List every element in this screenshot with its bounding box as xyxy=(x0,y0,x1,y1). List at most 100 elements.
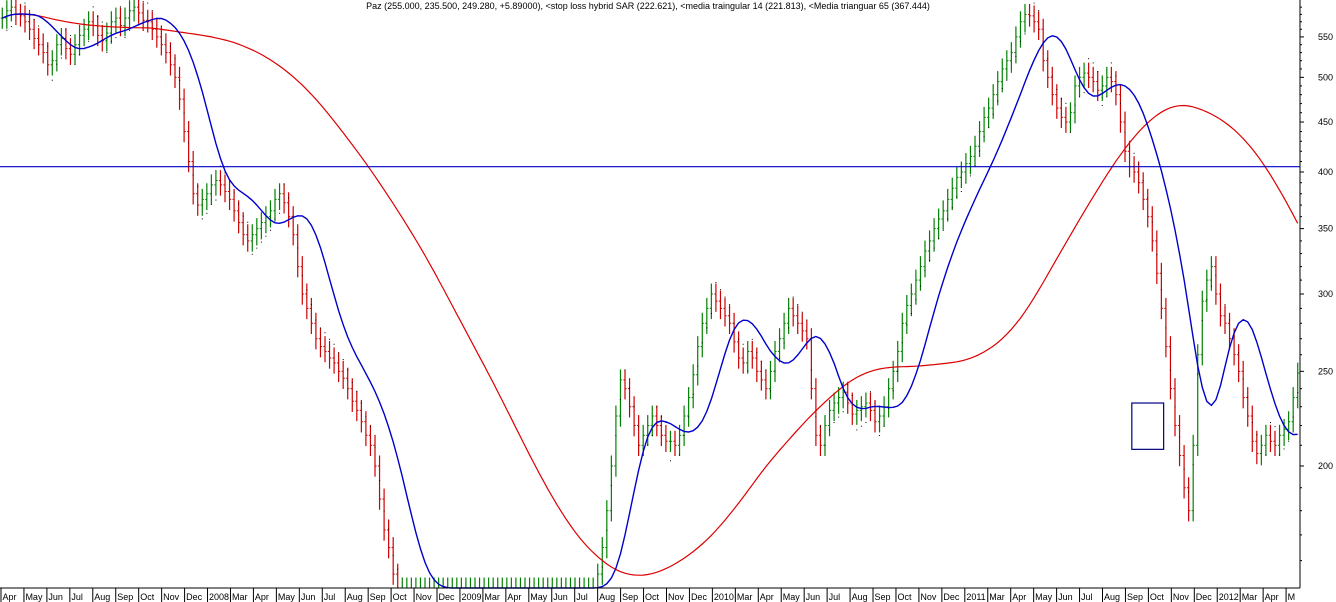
sar-dot xyxy=(356,391,358,393)
sar-dot xyxy=(788,327,790,329)
ohlc-bar xyxy=(309,297,313,335)
x-tick-label: Nov xyxy=(668,592,685,602)
ohlc-bar xyxy=(918,256,923,291)
sar-dot xyxy=(360,402,362,404)
x-tick-label: Jul xyxy=(71,592,83,602)
sar-dot xyxy=(1238,352,1240,354)
ohlc-bar xyxy=(314,312,318,350)
ohlc-bar xyxy=(1009,42,1013,72)
sar-dot xyxy=(256,247,258,249)
ohlc-bar xyxy=(964,153,968,183)
sar-dot xyxy=(324,332,326,334)
ohlc-bar xyxy=(82,18,86,47)
sar-dot xyxy=(683,435,685,437)
sar-dot xyxy=(1006,79,1008,81)
sar-dot xyxy=(829,429,831,431)
x-tick-label: Dec xyxy=(691,592,708,602)
sar-dot xyxy=(1265,454,1267,456)
sar-dot xyxy=(815,416,817,418)
sar-dot xyxy=(988,127,990,129)
sar-dot xyxy=(842,411,844,413)
sar-dot xyxy=(615,435,617,437)
ohlc-bar xyxy=(209,174,213,205)
sar-dot xyxy=(1051,75,1053,77)
ohlc-bar xyxy=(159,26,163,56)
x-tick-label: Jul xyxy=(1081,592,1093,602)
ohlc-bar xyxy=(923,240,927,278)
sar-dot xyxy=(897,370,899,372)
sar-dot xyxy=(110,40,112,42)
sar-dot xyxy=(679,454,681,456)
x-tick-label: 2012 xyxy=(1219,592,1239,602)
sar-dot xyxy=(1279,454,1281,456)
sar-dot xyxy=(106,52,108,54)
x-tick-label: Oct xyxy=(1150,592,1165,602)
ohlc-bar xyxy=(23,5,27,33)
ohlc-bar xyxy=(177,66,182,110)
sar-dot xyxy=(342,359,344,361)
sar-dot xyxy=(929,259,931,261)
ohlc-bar xyxy=(741,347,745,374)
sar-dot xyxy=(1074,104,1076,106)
sar-dot xyxy=(769,390,771,392)
x-tick-label: Jun xyxy=(301,592,316,602)
sar-dot xyxy=(388,528,390,530)
sar-dot xyxy=(638,426,640,428)
sar-dot xyxy=(610,485,612,487)
ohlc-bar xyxy=(73,34,77,65)
sar-dot xyxy=(833,422,835,424)
ohlc-bar xyxy=(1177,415,1182,467)
sar-dot xyxy=(838,416,840,418)
ohlc-bar xyxy=(1100,75,1104,101)
ohlc-bar xyxy=(909,283,913,317)
ohlc-bar xyxy=(1187,477,1191,522)
ohlc-bar xyxy=(1077,66,1082,97)
sar-dot xyxy=(1060,98,1062,100)
sar-dot xyxy=(292,215,294,217)
ohlc-bar xyxy=(77,24,82,56)
sar-dot xyxy=(1088,58,1090,60)
ohlc-bar xyxy=(1091,66,1095,93)
sar-dot xyxy=(738,338,740,340)
ohlc-bar xyxy=(218,170,223,196)
sar-dot xyxy=(119,6,121,8)
x-tick-label: Nov xyxy=(416,592,433,602)
sar-dot xyxy=(892,390,894,392)
ohlc-bar xyxy=(223,174,227,203)
ohlc-bar xyxy=(1082,62,1086,89)
sar-dot xyxy=(992,113,994,115)
sar-dot xyxy=(1233,335,1235,337)
sar-dot xyxy=(79,54,81,56)
ohlc-bar xyxy=(855,399,859,425)
x-tick-label: Nov xyxy=(163,592,180,602)
sar-dot xyxy=(1260,464,1262,466)
ohlc-bar xyxy=(382,488,386,541)
ohlc-bar xyxy=(927,230,932,262)
y-tick-label: 250 xyxy=(1318,366,1333,376)
ohlc-bar xyxy=(1064,106,1068,133)
ohlc-bar xyxy=(355,390,359,422)
sar-dot xyxy=(1256,434,1258,436)
y-tick-label: 350 xyxy=(1318,224,1333,234)
ohlc-bar xyxy=(955,166,959,199)
sar-dot xyxy=(251,253,253,255)
sar-dot xyxy=(65,29,67,31)
x-tick-label: Dec xyxy=(1196,592,1213,602)
sar-dot xyxy=(69,35,71,37)
ohlc-bar xyxy=(755,347,759,383)
ohlc-bar xyxy=(1200,290,1204,366)
sar-dot xyxy=(165,33,167,35)
media-triangular-14-line xyxy=(2,13,1298,589)
ohlc-bar xyxy=(196,183,200,216)
ohlc-bar xyxy=(650,405,654,437)
sar-dot xyxy=(606,529,608,531)
ohlc-bar xyxy=(864,392,868,418)
sar-dot xyxy=(188,142,190,144)
sar-dot xyxy=(869,391,871,393)
ohlc-bar xyxy=(205,183,209,211)
x-tick-label: May xyxy=(530,592,548,602)
sar-dot xyxy=(238,203,240,205)
ohlc-bar xyxy=(1141,172,1145,211)
